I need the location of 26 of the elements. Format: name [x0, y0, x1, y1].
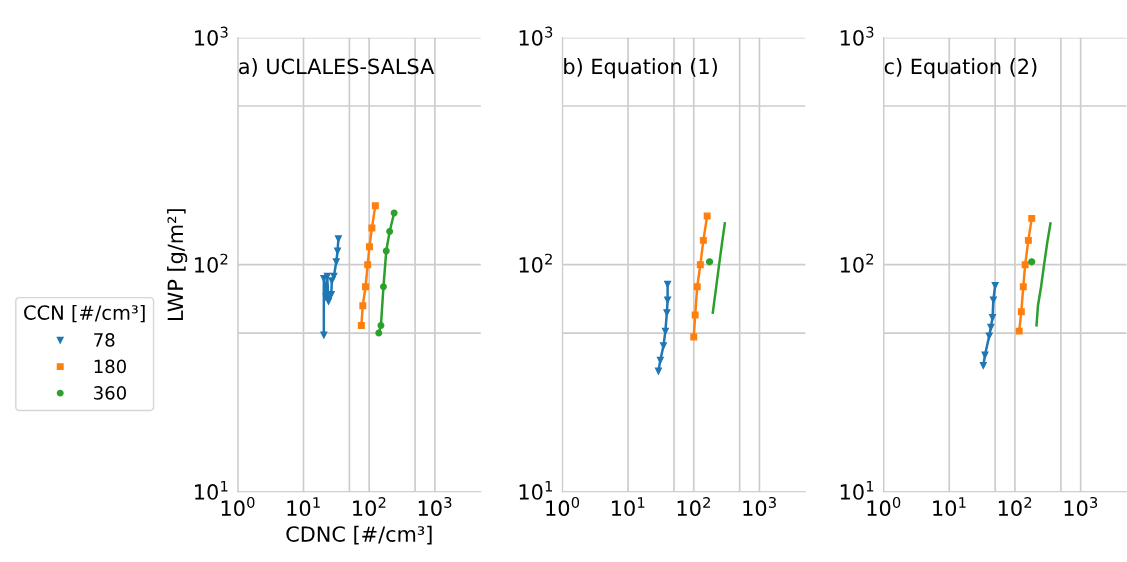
x-tick-label: 10$^{1}$	[612, 497, 645, 517]
line-series	[711, 222, 727, 314]
y-tick-label: 10$^{2}$	[519, 253, 552, 273]
x-tick-label: 10$^{2}$	[353, 496, 386, 517]
x-tick-label: 10$^{2}$	[677, 496, 710, 517]
y-tick-label: 10$^{3}$	[519, 26, 553, 46]
x-tick-label: 10$^{1}$	[933, 497, 966, 517]
legend-label: 78	[94, 333, 115, 347]
x-tick-label: 10$^{3}$	[743, 496, 776, 517]
legend-label: 180	[94, 359, 126, 374]
text: a) UCLALES-SALSA	[239, 58, 435, 77]
text: b) Equation (1)	[564, 58, 717, 79]
x-tick-label: 10$^{3}$	[1064, 496, 1098, 517]
legend-title: CCN [#/cm³]	[24, 304, 145, 323]
x-tick-label: 10$^{3}$	[418, 496, 452, 517]
text: c) Equation (2)	[884, 58, 1037, 79]
y-tick-label: 10$^{3}$	[840, 26, 874, 46]
y-tick-label: 10$^{2}$	[195, 253, 228, 273]
y-tick-label: 10$^{2}$	[840, 253, 874, 273]
x-tick-label: 10$^{1}$	[287, 497, 320, 517]
line-series	[1035, 222, 1052, 327]
x-tick-label: 10$^{2}$	[998, 496, 1032, 517]
legend-label: 360	[94, 386, 126, 400]
y-tick-label: 10$^{3}$	[195, 26, 228, 46]
y-axis-title: LWP [g/m²]	[167, 209, 188, 320]
x-axis-title: CDNC [#/cm³]	[286, 525, 432, 545]
